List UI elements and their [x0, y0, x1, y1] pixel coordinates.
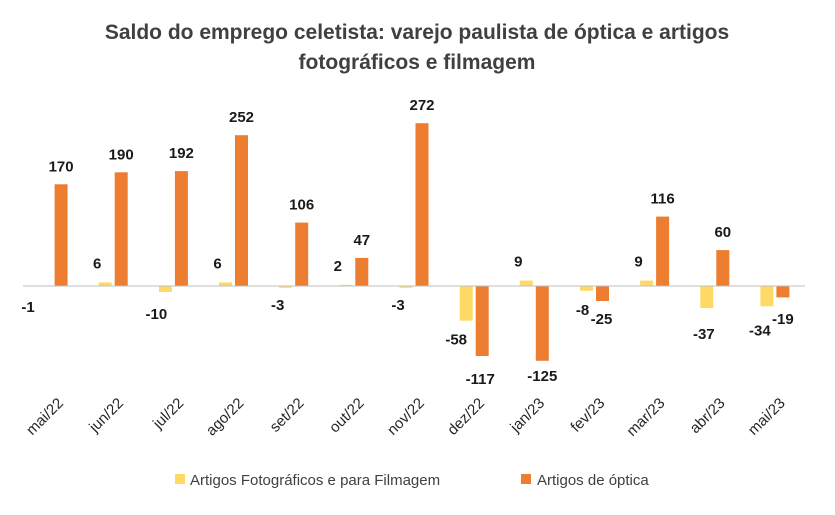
data-label-fotograficos-mai-23: -34: [749, 322, 771, 339]
data-label-fotograficos-ago-22: 6: [213, 255, 221, 272]
data-label-optica-nov-22: 272: [409, 97, 434, 114]
data-label-fotograficos-jul-22: -10: [146, 306, 168, 323]
bar-fotograficos-abr-23: [700, 286, 714, 309]
data-label-fotograficos-mar-23: 9: [634, 254, 642, 271]
bar-optica-out-22: [355, 257, 369, 286]
data-label-fotograficos-jun-22: 6: [93, 255, 101, 272]
data-label-optica-set-22: 106: [289, 197, 314, 214]
legend-label-optica: Artigos de óptica: [537, 472, 649, 489]
legend: Artigos Fotográficos e para Filmagem Art…: [175, 472, 649, 489]
x-tick-label-mar-23: mar/23: [623, 395, 668, 440]
data-label-optica-dez-22: -117: [466, 371, 495, 388]
data-label-fotograficos-fev-23: -8: [576, 302, 589, 319]
x-tick-label-out-22: out/22: [326, 395, 368, 437]
data-label-fotograficos-mai-22: -1: [21, 299, 34, 316]
bar-optica-set-22: [295, 222, 309, 286]
data-label-fotograficos-abr-23: -37: [693, 326, 715, 343]
x-tick-label-mai-22: mai/22: [23, 395, 67, 439]
bar-optica-mar-23: [656, 216, 670, 286]
data-label-fotograficos-dez-22: -58: [445, 332, 467, 349]
x-tick-label-set-22: set/22: [267, 395, 308, 436]
data-label-optica-mar-23: 116: [650, 191, 674, 208]
bar-fotograficos-ago-22: [219, 282, 232, 286]
bar-fotograficos-nov-22: [399, 286, 413, 288]
x-tick-label-fev-23: fev/23: [567, 395, 608, 436]
x-tick-label-dez-22: dez/22: [444, 395, 488, 439]
data-label-optica-abr-23: 60: [714, 224, 731, 241]
bar-optica-nov-22: [415, 123, 429, 286]
bar-optica-jan-23: [535, 286, 549, 361]
x-tick-label-abr-23: abr/23: [687, 395, 729, 437]
x-tick-label-jan-23: jan/23: [506, 395, 548, 437]
bar-fotograficos-mar-23: [640, 280, 654, 286]
x-tick-label-mai-23: mai/23: [745, 395, 789, 439]
data-label-optica-mai-22: 170: [49, 158, 74, 175]
data-label-fotograficos-out-22: 2: [334, 258, 342, 275]
data-label-optica-jan-23: -125: [527, 368, 557, 385]
bar-fotograficos-dez-22: [459, 286, 473, 321]
data-label-fotograficos-nov-22: -3: [391, 297, 404, 314]
x-tick-label-ago-22: ago/22: [203, 395, 247, 439]
bar-optica-ago-22: [235, 135, 248, 286]
legend-swatch-fotograficos: [175, 474, 185, 484]
bar-optica-abr-23: [716, 250, 730, 286]
bars-layer: [54, 123, 790, 361]
data-label-optica-fev-23: -25: [591, 311, 613, 328]
data-label-optica-ago-22: 252: [229, 109, 254, 126]
bar-optica-jun-22: [114, 172, 128, 286]
bar-fotograficos-jun-22: [98, 282, 112, 286]
bar-optica-jul-22: [174, 171, 188, 286]
x-tick-label-jun-22: jun/22: [85, 395, 127, 437]
data-label-fotograficos-set-22: -3: [271, 297, 284, 314]
chart-title: Saldo do emprego celetista: varejo pauli…: [105, 21, 729, 74]
legend-swatch-optica: [521, 474, 531, 484]
bar-optica-dez-22: [475, 286, 489, 356]
data-label-optica-mai-23: -19: [772, 311, 794, 328]
x-tick-label-jul-22: jul/22: [149, 395, 187, 433]
legend-label-fotograficos: Artigos Fotográficos e para Filmagem: [190, 472, 440, 489]
bar-fotograficos-jul-22: [158, 286, 172, 292]
data-labels-layer: -1 170 6 190 -10 192 6 252 -3 106 2 47 -3 272 -58 -117 9…: [21, 97, 793, 388]
bar-fotograficos-mai-23: [760, 286, 774, 307]
data-label-optica-jul-22: 192: [169, 145, 194, 162]
data-label-optica-out-22: 47: [353, 232, 370, 249]
x-tick-labels: mai/22 jun/22 jul/22 ago/22 set/22 out/22 nov/…: [23, 395, 789, 440]
bar-fotograficos-jan-23: [519, 280, 533, 286]
bar-optica-fev-23: [596, 286, 609, 301]
bar-fotograficos-set-22: [279, 286, 293, 288]
data-label-optica-jun-22: 190: [109, 146, 134, 163]
chart-title-line-2: fotográficos e filmagem: [299, 51, 536, 74]
chart-title-line-1: Saldo do emprego celetista: varejo pauli…: [105, 21, 729, 44]
bar-optica-mai-22: [54, 184, 68, 286]
data-label-fotograficos-jan-23: 9: [514, 254, 522, 271]
bar-fotograficos-fev-23: [580, 286, 593, 291]
x-tick-label-nov-22: nov/22: [384, 395, 428, 439]
bar-optica-mai-23: [776, 286, 790, 298]
bar-fotograficos-out-22: [339, 284, 353, 286]
